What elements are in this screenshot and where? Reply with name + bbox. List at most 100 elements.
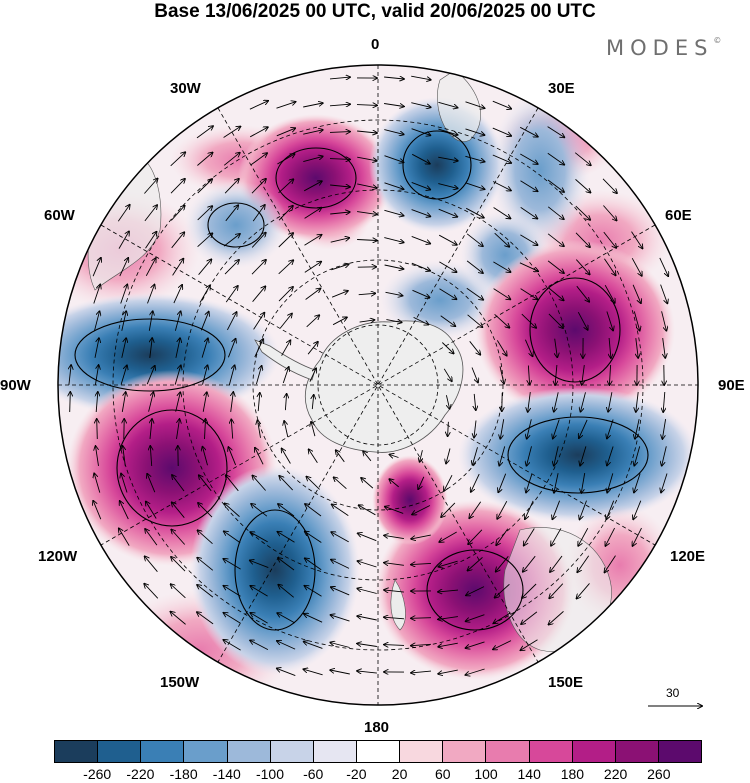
- lat-lon-grid: [58, 65, 698, 705]
- colorbar-tick-label: 20: [391, 766, 408, 782]
- wind-vector-arrow: [94, 311, 100, 331]
- wind-vector-arrow: [121, 338, 126, 358]
- wind-vector-arrow: [465, 155, 484, 161]
- wind-vector-arrow: [277, 668, 296, 677]
- colorbar-segment: [572, 741, 616, 762]
- wind-vector-arrow: [96, 392, 98, 413]
- colorbar-segment: [98, 741, 142, 762]
- wind-vector-arrow: [603, 231, 616, 248]
- wind-vector-arrow: [631, 231, 643, 249]
- wind-vector-arrow: [466, 641, 485, 648]
- wind-vector-arrow: [635, 419, 640, 439]
- wind-vector-arrow: [607, 473, 614, 492]
- wind-vector-arrow: [494, 612, 511, 623]
- wind-vector-arrow: [663, 391, 665, 412]
- wind-vector-arrow: [384, 645, 405, 646]
- wind-vector-arrow: [577, 583, 590, 598]
- wind-vector-arrow: [282, 367, 288, 384]
- wind-vector-arrow: [576, 285, 589, 302]
- wind-vector-arrow: [329, 132, 350, 133]
- wind-vector-arrow: [492, 127, 511, 136]
- wind-vector-arrow: [606, 500, 615, 520]
- wind-vector-arrow: [521, 313, 536, 328]
- wind-vector-arrow: [96, 446, 99, 466]
- wind-vector-arrow: [197, 179, 212, 194]
- wind-vector-arrow: [357, 616, 377, 621]
- wind-vector-arrow: [438, 208, 458, 217]
- wind-vector-arrow: [278, 558, 295, 571]
- wind-vector-arrow: [446, 395, 449, 409]
- wind-vector-arrow: [528, 365, 529, 385]
- wind-vector-arrow: [120, 501, 129, 520]
- wind-vector-arrow: [361, 478, 374, 489]
- wind-vector-arrow: [227, 339, 235, 358]
- wind-vector-arrow: [446, 448, 451, 464]
- wind-vector-arrow: [384, 264, 404, 269]
- wind-vector-arrow: [223, 640, 241, 651]
- wind-vector-arrow: [466, 614, 485, 622]
- wind-vector-arrow: [198, 530, 213, 545]
- wind-vector-arrow: [305, 504, 322, 517]
- wind-vector-arrow: [277, 154, 294, 165]
- wind-vector-arrow: [171, 584, 186, 599]
- wind-vector-arrow: [170, 152, 186, 167]
- wind-vector-arrow: [148, 392, 154, 412]
- wind-vector-arrow: [121, 392, 125, 412]
- wind-vector-arrow: [469, 501, 482, 518]
- wind-vector-arrow: [554, 446, 559, 465]
- wind-vector-arrow: [553, 419, 560, 439]
- wind-vector-arrow: [384, 535, 404, 540]
- wind-vector-arrow: [278, 179, 294, 194]
- colorbar-tick-label: 100: [474, 766, 498, 782]
- wind-vector-arrow: [411, 181, 431, 189]
- wind-vector-arrow: [420, 450, 423, 462]
- wind-vector-arrow: [249, 101, 268, 110]
- wind-vector-arrow: [254, 339, 263, 358]
- wind-vector-arrow: [258, 420, 261, 438]
- wind-vector-arrow: [499, 446, 506, 465]
- colorbar-tick-label: -260: [83, 766, 112, 782]
- wind-vector-arrow: [390, 455, 399, 458]
- wind-vector-arrow: [522, 583, 537, 598]
- wind-vector-arrow: [203, 447, 208, 466]
- wind-vector-arrow: [384, 617, 405, 619]
- wind-vector-arrow: [303, 669, 323, 676]
- wind-vector-arrow: [277, 613, 295, 624]
- wind-vector-arrow: [384, 103, 404, 107]
- wind-vector-arrow: [70, 392, 71, 413]
- wind-vector-arrow: [150, 419, 152, 439]
- lon-label-150w: 150W: [160, 674, 200, 691]
- wind-vector-arrow: [634, 473, 641, 493]
- reference-vector-value: 30: [666, 686, 680, 700]
- wind-vector-arrow: [526, 473, 533, 493]
- wind-vector-arrow: [604, 258, 615, 276]
- wind-vector-arrow: [520, 207, 538, 218]
- colorbar-segment: [141, 741, 185, 762]
- wind-vector-arrow: [605, 527, 615, 546]
- wind-vector-arrow: [547, 152, 564, 164]
- wind-vector-arrow: [469, 341, 481, 354]
- wind-vector-arrow: [228, 447, 237, 466]
- wind-vector-arrow: [577, 311, 587, 330]
- wind-vector-arrow: [604, 284, 615, 303]
- wind-vector-arrow: [281, 340, 291, 356]
- wind-vector-arrow: [438, 234, 457, 245]
- wind-vector-arrow: [441, 502, 456, 517]
- colorbar-tick-label: 140: [517, 766, 541, 782]
- wind-vector-arrow: [439, 288, 457, 299]
- wind-vector-arrow: [411, 563, 432, 564]
- lon-label-60e: 60E: [665, 207, 692, 224]
- wind-vector-arrow: [499, 366, 504, 383]
- wind-vector-arrow: [120, 365, 127, 385]
- wind-vector-arrow: [279, 476, 294, 491]
- colorbar-segment: [443, 741, 487, 762]
- wind-vector-arrow: [554, 392, 559, 411]
- wind-vector-arrow: [331, 587, 350, 596]
- wind-vector-arrow: [305, 586, 322, 597]
- wind-vector-arrow: [329, 77, 350, 79]
- wind-vector-arrow: [389, 479, 399, 488]
- wind-vector-arrow: [474, 420, 476, 438]
- wind-vector-arrow: [144, 179, 157, 194]
- lon-label-30e: 30E: [548, 80, 575, 97]
- lon-label-120e: 120E: [670, 548, 706, 565]
